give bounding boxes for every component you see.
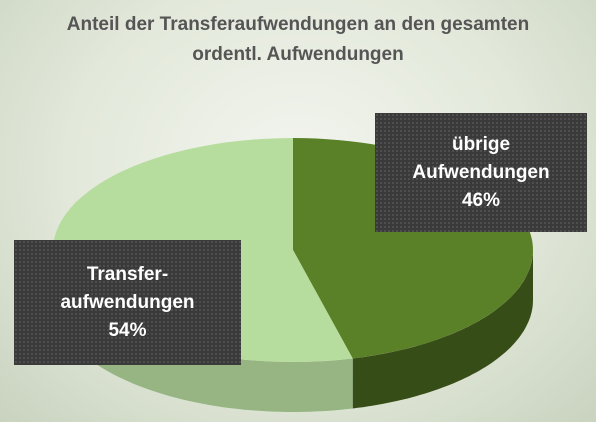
chart-title: Anteil der Transferaufwendungen an den g… — [66, 14, 530, 65]
value-label: 54% — [108, 319, 147, 341]
value-label: 46% — [461, 189, 501, 211]
slice-side — [53, 250, 353, 412]
data-label: Transfer­aufwendungen 54% — [14, 240, 241, 365]
category-label: Transfer­aufwendungen — [60, 263, 195, 313]
category-label: übrige Aufwendungen — [412, 133, 550, 183]
slice-side — [352, 250, 533, 409]
data-label: übrige Aufwendungen 46% — [375, 113, 587, 232]
